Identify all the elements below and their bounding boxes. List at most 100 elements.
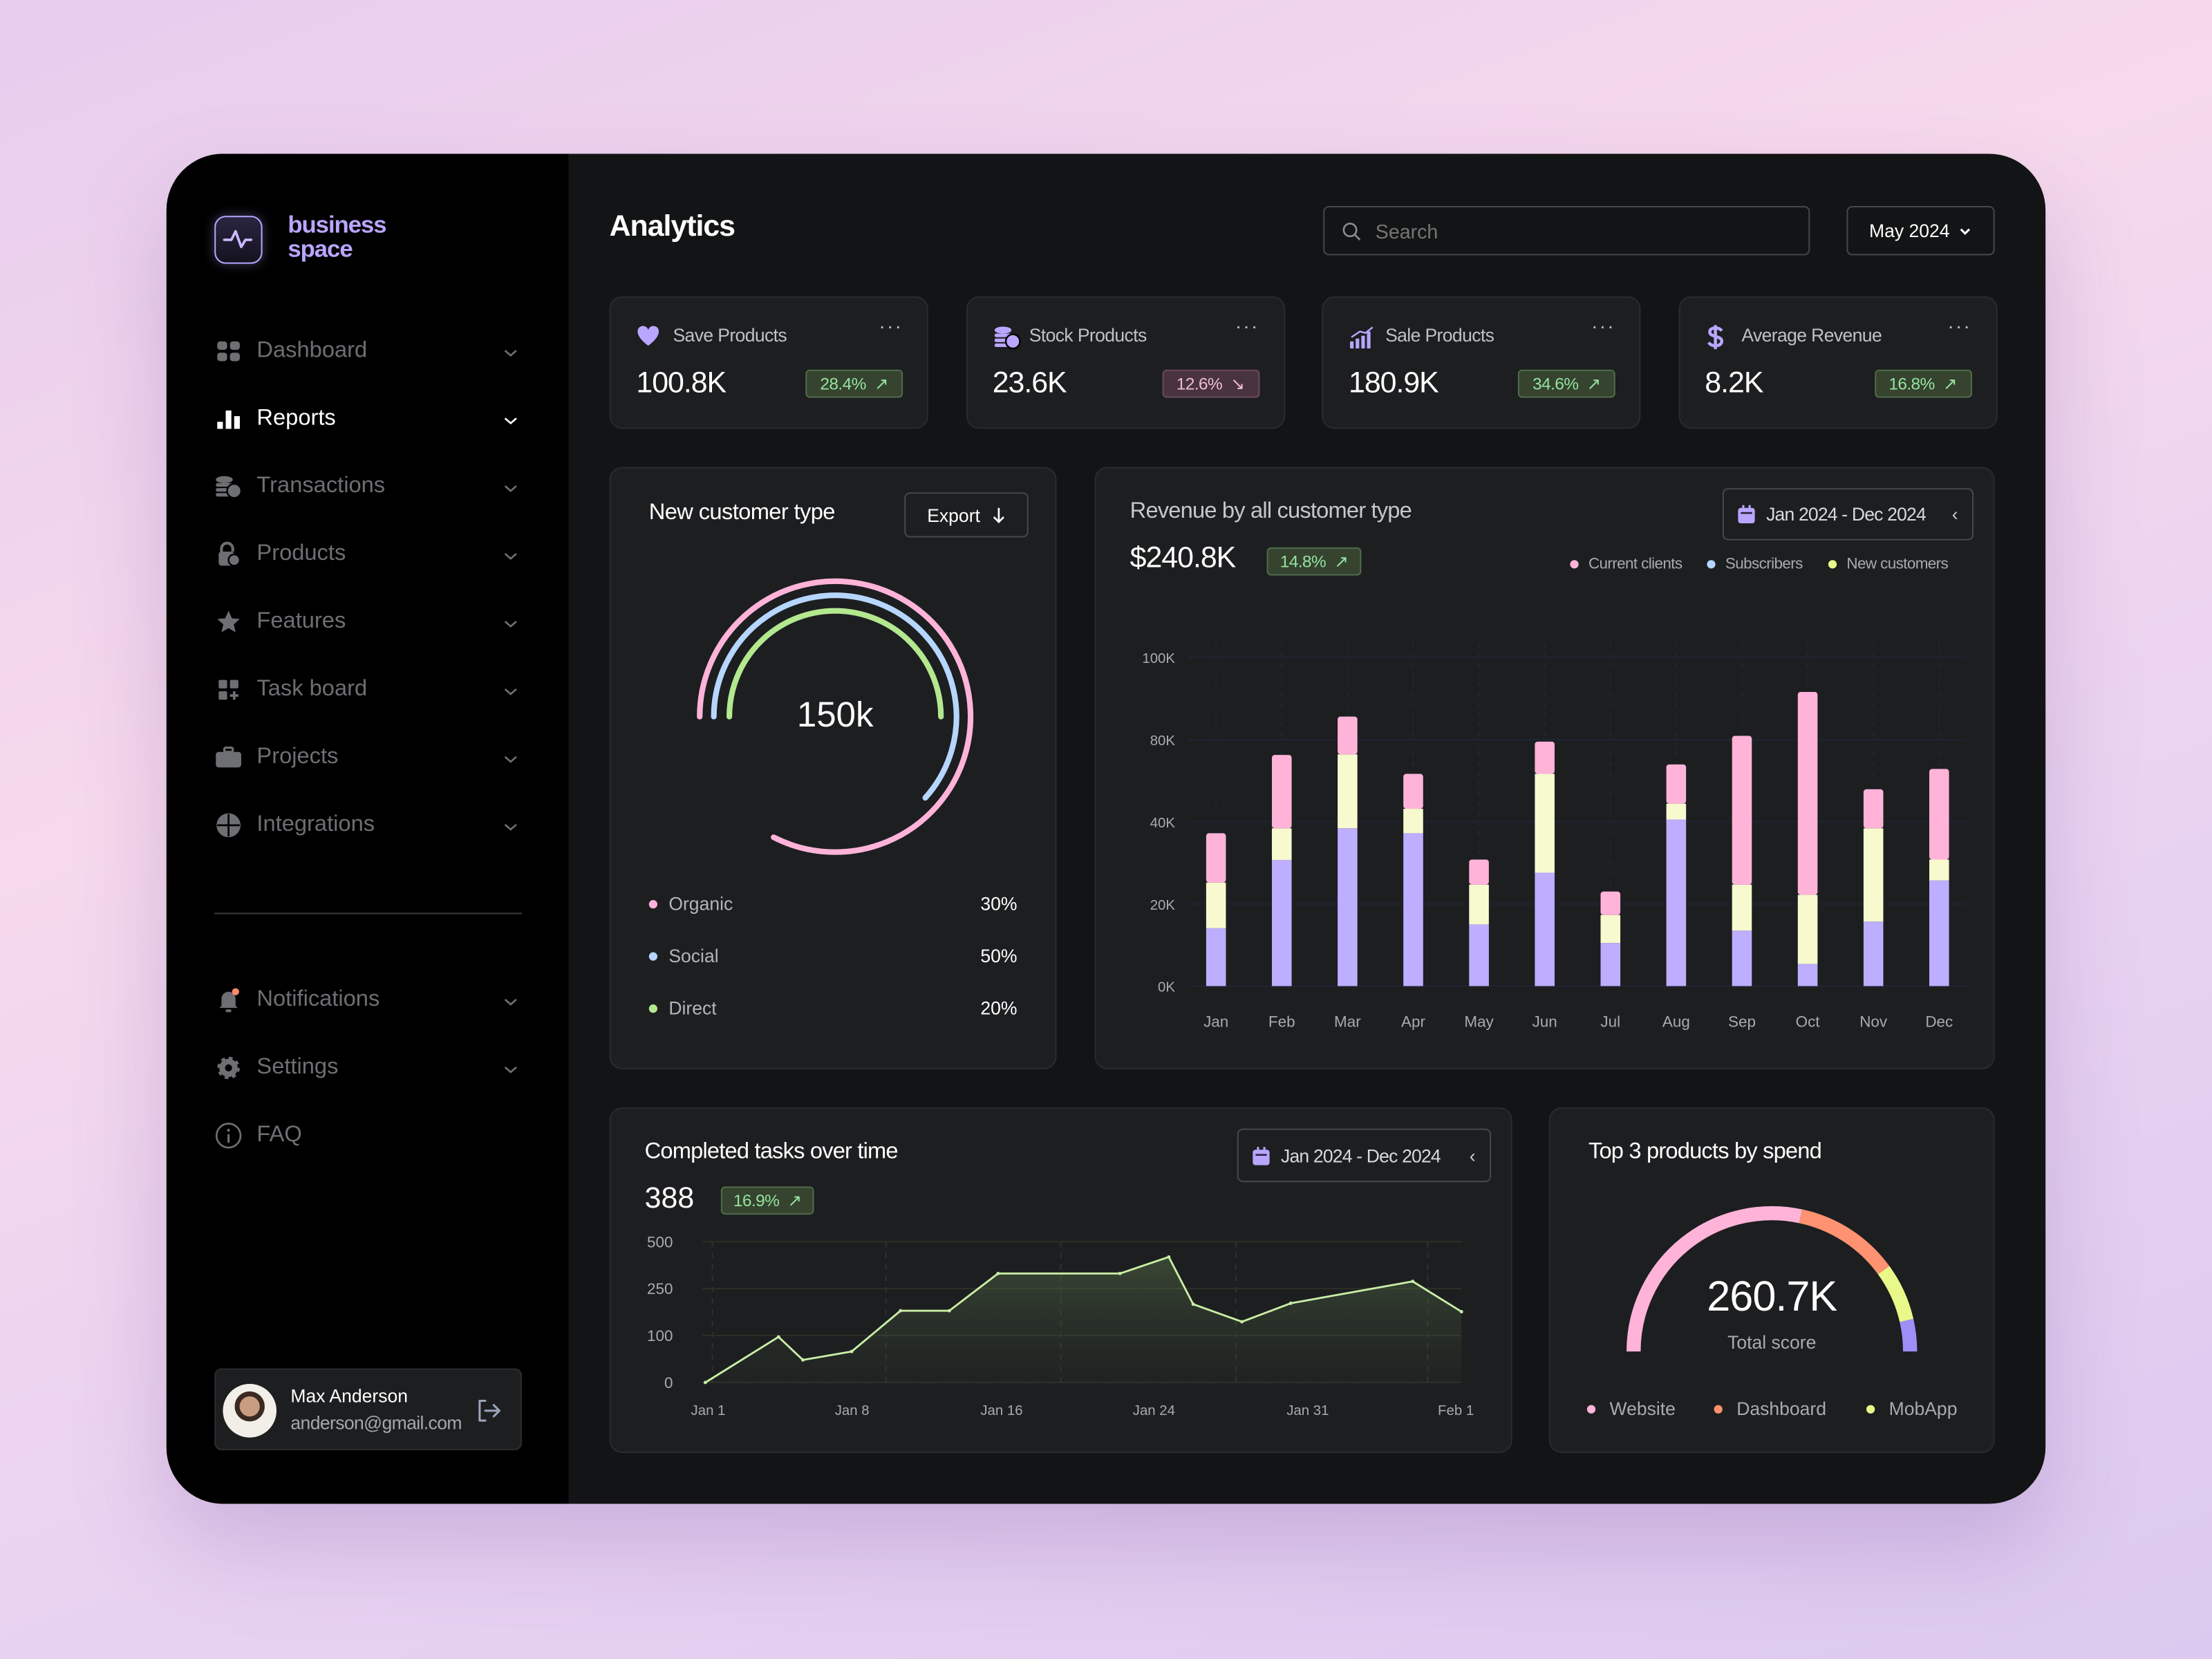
bar-segment-current-clients[interactable] xyxy=(1271,755,1292,829)
bar-segment-new-customers[interactable] xyxy=(1535,774,1555,873)
bar-segment-new-customers[interactable] xyxy=(1797,894,1818,964)
bar-segment-new-customers[interactable] xyxy=(1929,859,1949,881)
sidebar-item-projects[interactable]: Projects xyxy=(214,739,519,776)
bar-segment-current-clients[interactable] xyxy=(1206,833,1226,883)
export-button[interactable]: Export xyxy=(904,492,1029,538)
more-options-icon[interactable]: ··· xyxy=(1947,315,1972,337)
legend-item: MobApp xyxy=(1866,1398,1957,1419)
kpi-change-badge: 16.8% ↗ xyxy=(1874,369,1972,398)
data-point[interactable] xyxy=(947,1309,951,1313)
bar-segment-current-clients[interactable] xyxy=(1666,764,1687,804)
data-point[interactable] xyxy=(899,1309,903,1313)
search-input[interactable] xyxy=(1372,218,1802,244)
bar-segment-current-clients[interactable] xyxy=(1469,859,1489,885)
calendar-icon xyxy=(1253,1146,1270,1165)
sidebar-item-reports[interactable]: Reports xyxy=(214,401,519,438)
sidebar-item-transactions[interactable]: Transactions xyxy=(214,469,519,505)
sidebar-item-products[interactable]: Products xyxy=(214,536,519,573)
sidebar-item-faq[interactable]: FAQ xyxy=(214,1117,519,1154)
bar-segment-subscribers[interactable] xyxy=(1271,860,1292,986)
tasks-date-range-button[interactable]: Jan 2024 - Dec 2024 ‹ xyxy=(1237,1128,1492,1183)
logout-icon[interactable] xyxy=(476,1398,501,1423)
chevron-down-icon[interactable] xyxy=(503,546,519,563)
bar-segment-subscribers[interactable] xyxy=(1206,928,1226,986)
chevron-down-icon[interactable] xyxy=(503,1060,519,1076)
more-options-icon[interactable]: ··· xyxy=(1235,315,1259,337)
data-point[interactable] xyxy=(1288,1301,1293,1305)
chevron-down-icon[interactable] xyxy=(503,411,519,427)
bar-segment-subscribers[interactable] xyxy=(1732,930,1752,986)
bar-segment-new-customers[interactable] xyxy=(1338,754,1358,829)
legend-label: Dashboard xyxy=(1736,1398,1827,1420)
revenue-value: $240.8K xyxy=(1130,541,1237,574)
sidebar-item-task-board[interactable]: Task board xyxy=(214,671,519,708)
more-options-icon[interactable]: ··· xyxy=(1591,315,1615,337)
bar-segment-current-clients[interactable] xyxy=(1600,891,1621,915)
chevron-down-icon[interactable] xyxy=(503,992,519,1009)
bar-segment-subscribers[interactable] xyxy=(1403,833,1423,986)
revenue-date-range-button[interactable]: Jan 2024 - Dec 2024 ‹ xyxy=(1722,488,1974,541)
data-point[interactable] xyxy=(801,1358,805,1362)
gauge-segment-website[interactable] xyxy=(1627,1206,1803,1352)
bar-segment-subscribers[interactable] xyxy=(1863,921,1884,986)
search-field[interactable] xyxy=(1323,205,1810,256)
bar-segment-subscribers[interactable] xyxy=(1338,828,1358,986)
gauge-segment[interactable] xyxy=(1900,1318,1918,1352)
bar-segment-subscribers[interactable] xyxy=(1929,880,1949,986)
data-point[interactable] xyxy=(1459,1310,1463,1314)
bar-segment-new-customers[interactable] xyxy=(1732,884,1752,931)
data-point[interactable] xyxy=(1411,1280,1415,1284)
user-card[interactable]: Max Anderson anderson@gmail.com xyxy=(214,1368,523,1450)
sidebar-item-features[interactable]: Features xyxy=(214,603,519,640)
chevron-down-icon[interactable] xyxy=(503,682,519,698)
data-point[interactable] xyxy=(850,1349,854,1353)
sidebar-item-integrations[interactable]: Integrations xyxy=(214,807,519,843)
new-customer-card xyxy=(609,467,1057,1069)
logo-icon[interactable] xyxy=(214,216,263,264)
bar-segment-new-customers[interactable] xyxy=(1271,828,1292,861)
chevron-down-icon[interactable] xyxy=(503,749,519,766)
bar-segment-new-customers[interactable] xyxy=(1403,809,1423,834)
chevron-down-icon[interactable] xyxy=(503,614,519,630)
sidebar-item-settings[interactable]: Settings xyxy=(214,1049,519,1086)
bar-segment-new-customers[interactable] xyxy=(1863,828,1884,922)
bar-segment-subscribers[interactable] xyxy=(1600,943,1621,986)
bar-segment-new-customers[interactable] xyxy=(1600,915,1621,944)
data-point[interactable] xyxy=(776,1335,780,1339)
chevron-down-icon[interactable] xyxy=(503,478,519,495)
bar-segment-new-customers[interactable] xyxy=(1469,884,1489,925)
sidebar-item-dashboard[interactable]: Dashboard xyxy=(214,333,519,370)
ring-organic xyxy=(697,578,974,855)
y-tick-label: 40K xyxy=(1150,816,1176,831)
more-options-icon[interactable]: ··· xyxy=(879,315,903,337)
legend-item: Current clients xyxy=(1570,556,1683,573)
bar-segment-subscribers[interactable] xyxy=(1535,872,1555,986)
bar-segment-current-clients[interactable] xyxy=(1732,735,1752,885)
bar-segment-current-clients[interactable] xyxy=(1403,774,1423,809)
chevron-down-icon[interactable] xyxy=(503,817,519,834)
bar-segment-current-clients[interactable] xyxy=(1797,691,1818,895)
data-point[interactable] xyxy=(1118,1271,1122,1275)
grid-plus-icon xyxy=(214,676,243,704)
bar-segment-subscribers[interactable] xyxy=(1797,964,1818,986)
kpi-change-badge: 28.4% ↗ xyxy=(805,369,903,398)
bar-segment-current-clients[interactable] xyxy=(1338,716,1358,755)
bar-segment-subscribers[interactable] xyxy=(1469,924,1489,986)
bar-segment-new-customers[interactable] xyxy=(1666,803,1687,820)
bar-segment-subscribers[interactable] xyxy=(1666,819,1687,986)
data-point[interactable] xyxy=(1240,1320,1244,1324)
bar-segment-current-clients[interactable] xyxy=(1535,741,1555,774)
chevron-down-icon[interactable] xyxy=(503,343,519,359)
gauge-segment-dashboard[interactable] xyxy=(1799,1209,1890,1275)
bar-segment-current-clients[interactable] xyxy=(1929,769,1949,860)
bar-segment-new-customers[interactable] xyxy=(1206,882,1226,928)
data-point[interactable] xyxy=(703,1380,707,1385)
data-point[interactable] xyxy=(1191,1302,1195,1306)
month-dropdown[interactable]: May 2024 xyxy=(1846,205,1995,256)
tasks-line xyxy=(704,1255,1463,1384)
sidebar-item-notifications[interactable]: Notifications xyxy=(214,982,519,1018)
gauge-segment-mobapp[interactable] xyxy=(1877,1266,1914,1322)
bar-segment-current-clients[interactable] xyxy=(1863,789,1884,829)
data-point[interactable] xyxy=(996,1271,1000,1275)
data-point[interactable] xyxy=(1167,1255,1171,1259)
